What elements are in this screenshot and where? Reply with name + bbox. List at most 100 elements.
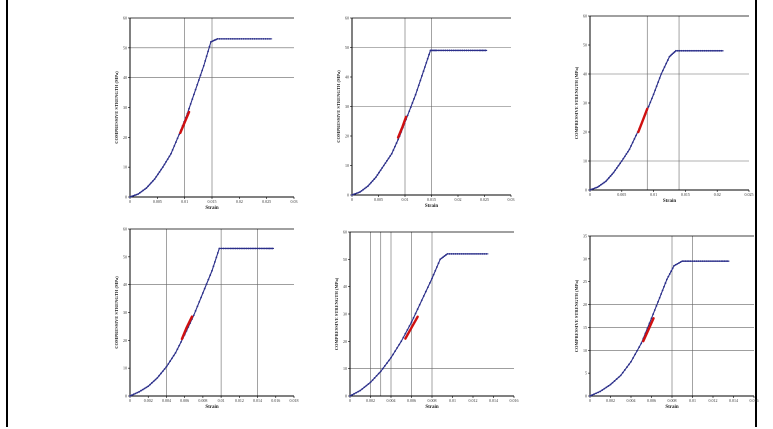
y-axis-title: COMPRESSIVE STRENGTH (MPa) — [574, 279, 579, 352]
curve-point — [424, 66, 426, 68]
curve-point — [431, 277, 433, 280]
curve-point — [678, 262, 680, 264]
y-tick-label: 30 — [343, 312, 347, 317]
curve-point — [417, 84, 420, 87]
x-tick-label: 0 — [129, 199, 131, 204]
curve-point — [397, 138, 400, 141]
y-tick-label: 30 — [345, 104, 349, 109]
curve-point — [174, 351, 177, 354]
curve-point — [710, 260, 712, 263]
x-tick-label: 0 — [349, 398, 351, 403]
curve-point — [135, 193, 138, 196]
curve-point — [152, 179, 154, 182]
y-tick-label: 0 — [585, 394, 587, 399]
curve-point — [362, 188, 365, 191]
curve-point — [429, 49, 432, 52]
curve-point — [249, 37, 252, 40]
curve-point — [626, 366, 628, 369]
curve-point — [145, 187, 148, 189]
curve-point — [716, 49, 719, 52]
curve-point — [473, 252, 475, 255]
curve-point — [649, 101, 652, 104]
curve-point — [421, 74, 423, 77]
curve-point — [376, 174, 379, 176]
curve-point — [433, 49, 436, 52]
x-tick-label: 0.002 — [606, 398, 615, 403]
x-axis-title: Strain — [665, 405, 679, 410]
curve-point — [695, 260, 698, 263]
curve-point — [452, 252, 455, 255]
curve-point — [658, 77, 661, 79]
x-tick-label: 0.03 — [291, 199, 298, 204]
curve-point — [351, 394, 353, 396]
y-tick-label: 0 — [345, 394, 347, 399]
curve-point — [188, 107, 190, 110]
curve-point — [707, 49, 710, 52]
curve-point — [467, 49, 470, 52]
chart-svg: 0 10 20 30 40 50 60 0 0.002 0.004 0.006 0.008 0.01 0.… — [114, 227, 299, 411]
curve-point — [398, 343, 401, 346]
curve-point — [201, 292, 204, 294]
curve-point — [234, 37, 236, 40]
curve-point — [598, 185, 601, 187]
curve-point — [392, 149, 395, 152]
y-tick-label: 5 — [585, 371, 587, 376]
curve-line — [589, 50, 724, 191]
curve-point — [176, 348, 179, 351]
y-tick-label: 40 — [343, 284, 347, 289]
curve-point — [589, 189, 591, 191]
curve-point — [379, 370, 382, 373]
curve-point — [599, 390, 602, 393]
curve-point — [718, 260, 721, 263]
curve-point — [658, 296, 661, 299]
curve-point — [701, 260, 704, 263]
curve-point — [456, 252, 459, 255]
curve-point — [660, 293, 663, 295]
curve-point — [263, 247, 266, 250]
curve-point — [160, 372, 162, 375]
curve-point — [367, 185, 369, 188]
curve-point — [615, 167, 618, 169]
curve-point — [715, 49, 717, 52]
curve-point — [265, 247, 268, 250]
x-tick-label: 0.014 — [253, 398, 262, 403]
x-tick-label: 0.012 — [709, 398, 718, 403]
x-tick-label: 0.03 — [508, 197, 515, 202]
x-tick-label: 0.012 — [469, 398, 478, 403]
curve-point — [204, 60, 207, 62]
curve-point — [589, 395, 591, 397]
y-tick-label: 50 — [345, 45, 349, 50]
curve-point — [129, 395, 131, 397]
curve-point — [258, 247, 261, 250]
chart-svg: 0 10 20 30 40 50 60 0 0.005 0.01 0.015 0.02 0.025 0.0… — [114, 16, 298, 212]
curve-point — [630, 145, 632, 147]
curve-point — [161, 166, 164, 169]
curve-point — [446, 49, 449, 52]
curve-point — [211, 269, 213, 272]
curve-point — [418, 303, 421, 306]
curve-point — [367, 383, 370, 385]
curve-point — [242, 37, 245, 40]
x-tick-label: 0.004 — [387, 398, 396, 403]
curve-point — [167, 363, 170, 365]
curve-point — [189, 103, 192, 105]
curve-point — [650, 317, 653, 320]
curve-point — [593, 393, 595, 396]
curve-point — [676, 49, 679, 52]
curve-point — [359, 191, 361, 193]
x-axis-title: Strain — [425, 204, 439, 209]
curve-point — [253, 37, 256, 40]
curve-point — [445, 254, 447, 256]
curve-point — [634, 353, 636, 356]
curve-point — [196, 305, 199, 308]
curve-point — [429, 281, 431, 284]
curve-point — [227, 247, 229, 250]
curve-point — [392, 353, 394, 356]
curve-point — [143, 387, 146, 390]
x-tick-label: 0.006 — [180, 398, 189, 403]
y-tick-label: 50 — [123, 45, 127, 50]
y-tick-label: 40 — [345, 75, 349, 80]
y-tick-label: 20 — [345, 134, 349, 139]
curve-point — [373, 377, 376, 379]
x-tick-label: 0.02 — [455, 197, 462, 202]
